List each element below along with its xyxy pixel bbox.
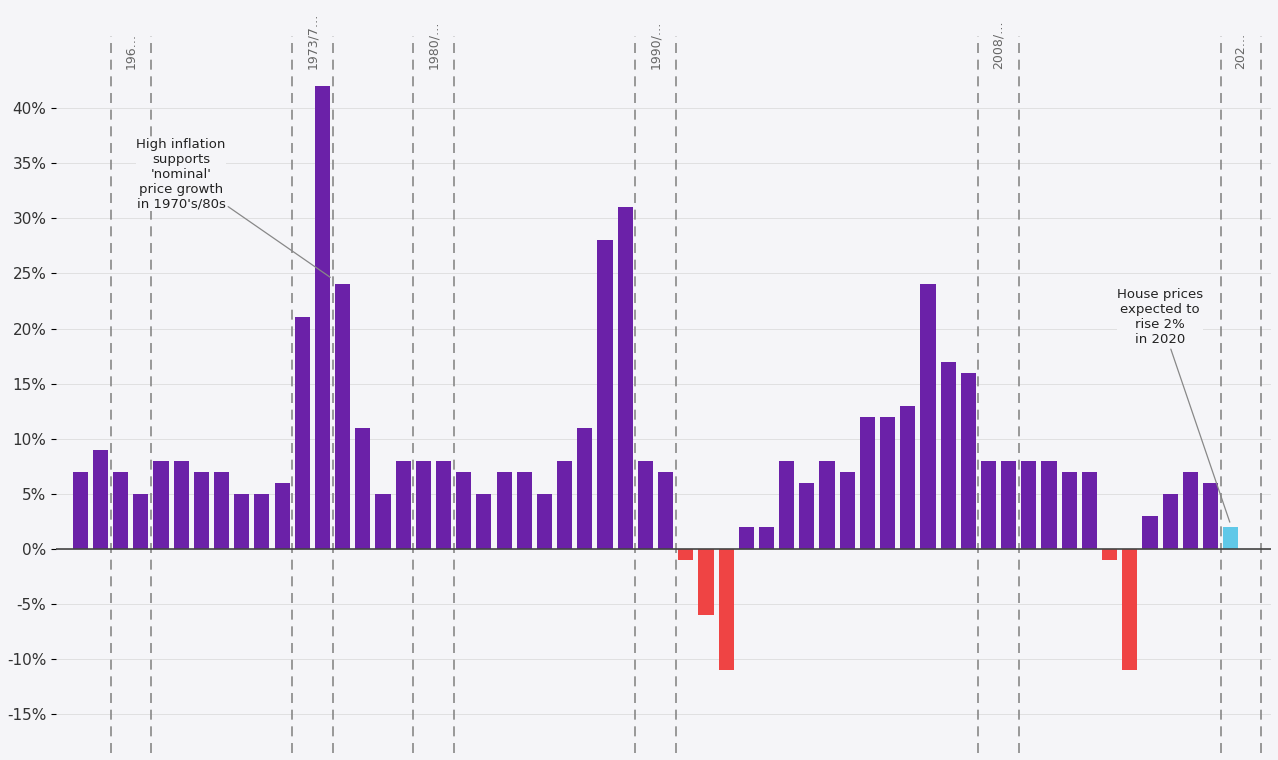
Bar [982,461,996,549]
Bar [376,494,391,549]
Bar [295,318,309,549]
Bar [314,86,330,549]
Bar [1223,527,1238,549]
Text: 2008/…: 2008/… [992,21,1005,69]
Bar [638,461,653,549]
Bar [516,472,532,549]
Bar [1203,483,1218,549]
Bar [597,240,612,549]
Bar [860,416,875,549]
Bar [920,284,935,549]
Bar [234,494,249,549]
Bar [698,549,713,615]
Bar [254,494,270,549]
Bar [718,549,734,670]
Bar [355,428,371,549]
Text: 1980/…: 1980/… [427,21,440,69]
Bar [456,472,472,549]
Bar [436,461,451,549]
Bar [1143,516,1158,549]
Text: 1990/…: 1990/… [649,21,662,69]
Bar [396,461,410,549]
Bar [112,472,128,549]
Bar [739,527,754,549]
Bar [497,472,511,549]
Bar [1122,549,1137,670]
Bar [941,362,956,549]
Bar [213,472,229,549]
Bar [900,406,915,549]
Bar [679,549,694,560]
Bar [275,483,290,549]
Bar [1082,472,1097,549]
Bar [881,416,895,549]
Text: 196…: 196… [124,33,137,69]
Bar [759,527,774,549]
Bar [840,472,855,549]
Bar [477,494,492,549]
Bar [1163,494,1178,549]
Bar [799,483,814,549]
Bar [335,284,350,549]
Bar [174,461,189,549]
Bar [415,461,431,549]
Bar [133,494,148,549]
Bar [73,472,88,549]
Bar [537,494,552,549]
Text: 202…: 202… [1235,33,1247,69]
Bar [1042,461,1057,549]
Bar [153,461,169,549]
Bar [658,472,674,549]
Bar [961,372,976,549]
Bar [1102,549,1117,560]
Bar [617,207,633,549]
Bar [1182,472,1197,549]
Bar [1062,472,1077,549]
Bar [780,461,794,549]
Text: House prices
expected to
rise 2%
in 2020: House prices expected to rise 2% in 2020 [1117,289,1229,522]
Bar [93,450,109,549]
Bar [1001,461,1016,549]
Bar [578,428,593,549]
Bar [194,472,208,549]
Bar [557,461,573,549]
Bar [1021,461,1036,549]
Bar [819,461,835,549]
Text: High inflation
supports
'nominal'
price growth
in 1970's/80s: High inflation supports 'nominal' price … [137,138,330,277]
Text: 1973/7…: 1973/7… [305,13,320,69]
